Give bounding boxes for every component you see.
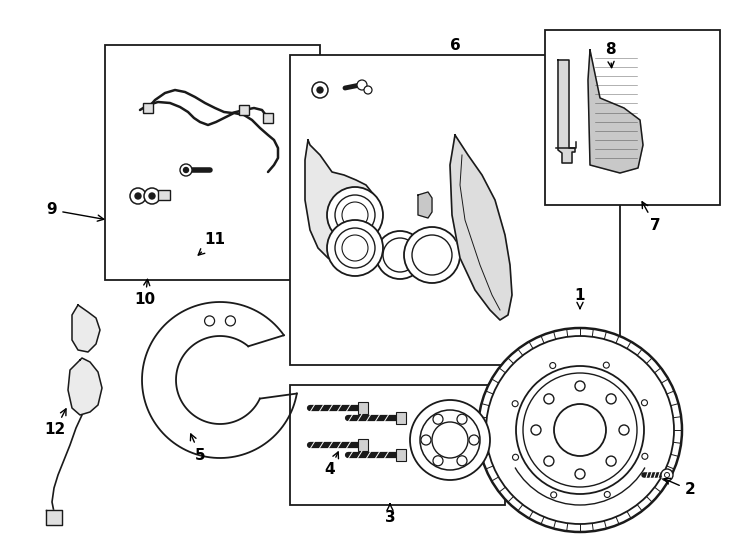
Text: 10: 10 [134,279,156,307]
Polygon shape [305,140,378,268]
Bar [396,449,406,461]
Bar [143,103,153,113]
Circle shape [512,401,518,407]
Bar [396,412,406,424]
Circle shape [457,414,467,424]
Text: 7: 7 [642,202,661,233]
Circle shape [432,422,468,458]
Circle shape [604,491,610,497]
Bar [358,402,368,414]
Circle shape [642,453,648,460]
Bar [545,30,720,205]
Circle shape [404,227,460,283]
Circle shape [531,425,541,435]
Circle shape [478,328,682,532]
Circle shape [575,469,585,479]
Circle shape [342,235,368,261]
Bar [290,385,505,505]
Text: 9: 9 [47,202,103,221]
Polygon shape [450,135,512,320]
Circle shape [486,336,674,524]
Bar [290,55,620,365]
Circle shape [327,187,383,243]
Circle shape [412,235,452,275]
Circle shape [317,87,323,93]
Circle shape [512,454,518,460]
Circle shape [550,362,556,368]
Circle shape [225,316,236,326]
Text: 11: 11 [198,233,225,255]
Circle shape [149,193,155,199]
Circle shape [523,373,637,487]
Polygon shape [588,50,643,173]
Bar [158,190,170,200]
Bar [358,439,368,451]
Bar [239,105,249,115]
Circle shape [420,410,480,470]
Text: 5: 5 [190,434,206,462]
Text: 8: 8 [605,43,615,68]
Circle shape [433,414,443,424]
Polygon shape [418,192,432,218]
Circle shape [327,220,383,276]
Circle shape [457,456,467,466]
Polygon shape [72,305,100,352]
Circle shape [130,188,146,204]
Text: 6: 6 [450,37,460,52]
Circle shape [469,435,479,445]
Circle shape [335,195,375,235]
Circle shape [312,82,328,98]
Circle shape [205,316,214,326]
Polygon shape [68,358,102,415]
Circle shape [180,164,192,176]
Circle shape [575,381,585,391]
Circle shape [184,167,189,172]
Circle shape [383,238,417,272]
Text: 3: 3 [385,504,396,524]
Circle shape [642,400,647,406]
Circle shape [554,404,606,456]
Circle shape [335,228,375,268]
Circle shape [357,80,367,90]
Text: 2: 2 [664,478,695,497]
Polygon shape [558,60,575,163]
Circle shape [433,456,443,466]
Circle shape [376,231,424,279]
Circle shape [342,202,368,228]
Circle shape [661,469,673,481]
Circle shape [421,435,431,445]
Text: 12: 12 [44,409,66,437]
Circle shape [410,400,490,480]
Text: 4: 4 [324,452,338,477]
Circle shape [664,472,669,477]
Text: 1: 1 [575,287,585,309]
Circle shape [544,456,554,466]
Polygon shape [46,510,62,525]
Circle shape [619,425,629,435]
Circle shape [144,188,160,204]
Circle shape [544,394,554,404]
Circle shape [516,366,644,494]
Bar [263,113,273,123]
Circle shape [606,456,616,466]
Bar [105,45,320,280]
Circle shape [550,492,556,498]
Circle shape [135,193,141,199]
Circle shape [603,362,609,368]
Circle shape [606,394,616,404]
Circle shape [364,86,372,94]
